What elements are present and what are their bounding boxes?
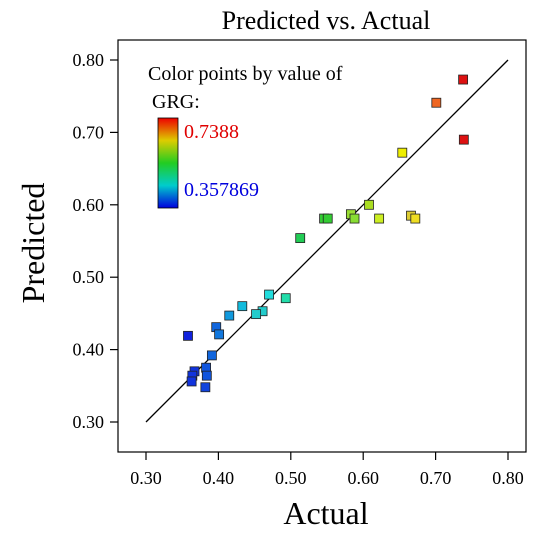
y-axis: 0.30 0.40 0.50 0.60 0.70 0.80: [73, 50, 118, 432]
y-tick-label: 0.40: [73, 340, 105, 360]
data-point: [183, 330, 193, 341]
data-point: [224, 310, 235, 321]
data-point: [201, 370, 212, 381]
data-point: [431, 97, 442, 108]
legend-max-label: 0.7388: [184, 121, 239, 143]
data-point: [364, 199, 374, 210]
reference-line: [145, 59, 509, 423]
data-points: [183, 74, 469, 393]
data-point: [264, 289, 274, 300]
y-tick-label: 0.50: [73, 267, 105, 287]
legend-min-label: 0.357869: [184, 179, 259, 201]
x-tick-label: 0.60: [347, 468, 379, 488]
legend: Color points by value of GRG: 0.7388 0.3…: [148, 63, 343, 209]
data-point: [374, 213, 385, 224]
y-tick-label: 0.80: [73, 50, 105, 70]
plot-area: [117, 39, 527, 453]
x-tick-label: 0.80: [492, 468, 524, 488]
data-point: [349, 213, 360, 224]
legend-color-bar: [157, 117, 179, 209]
data-point: [295, 233, 306, 244]
data-point: [214, 329, 225, 340]
x-axis: 0.30 0.40 0.50 0.60 0.70 0.80: [130, 452, 524, 488]
data-point: [458, 74, 469, 85]
x-axis-title: Actual: [283, 495, 368, 531]
y-axis-title: Predicted: [15, 183, 51, 304]
data-point: [458, 134, 469, 145]
x-tick-label: 0.40: [203, 468, 235, 488]
y-tick-label: 0.60: [73, 195, 105, 215]
data-point: [200, 382, 211, 393]
data-point: [206, 350, 217, 361]
data-point: [186, 376, 197, 387]
data-point: [237, 301, 248, 312]
x-tick-label: 0.50: [275, 468, 307, 488]
chart-title: Predicted vs. Actual: [222, 6, 431, 35]
data-point: [410, 213, 421, 224]
data-point: [251, 309, 261, 320]
legend-line-1: Color points by value of: [148, 63, 343, 85]
data-point: [397, 147, 408, 158]
data-point: [322, 213, 333, 224]
y-tick-label: 0.30: [73, 412, 105, 432]
x-tick-label: 0.70: [420, 468, 452, 488]
x-tick-label: 0.30: [130, 468, 162, 488]
y-tick-label: 0.70: [73, 122, 105, 142]
data-point: [280, 293, 291, 304]
legend-line-2: GRG:: [152, 91, 200, 113]
